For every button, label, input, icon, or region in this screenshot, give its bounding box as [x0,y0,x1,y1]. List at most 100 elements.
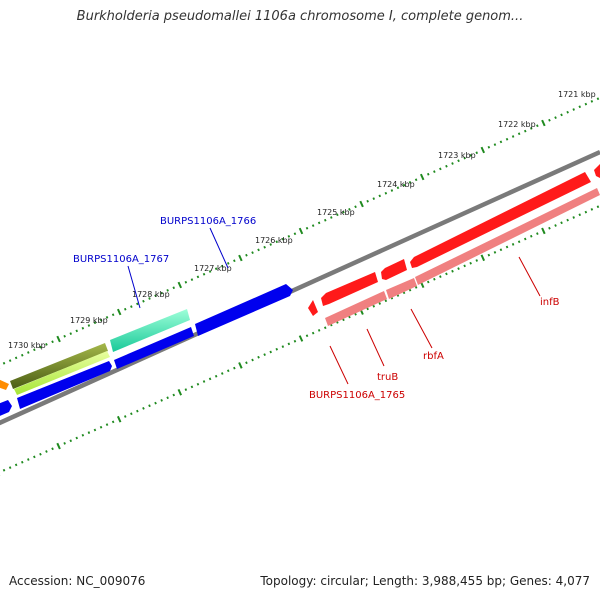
gene-blue-arrow-c[interactable] [17,361,112,409]
minor-tick [311,224,315,227]
minor-tick [202,272,206,276]
gene-orange-arrow[interactable] [0,379,9,390]
minor-tick [220,264,224,268]
gene-red-arrow-edge[interactable] [594,164,600,178]
callout-line-1766 [209,227,229,269]
minor-tick [166,396,169,400]
minor-tick [469,261,472,265]
minor-tick [378,194,382,198]
cds-rbfA-arrow[interactable] [386,278,417,299]
minor-tick [529,127,533,130]
minor-tick [317,329,321,332]
gene-label-infB[interactable]: infB [540,297,560,308]
minor-tick [384,191,388,195]
minor-tick [439,167,442,171]
minor-tick [220,372,224,375]
minor-tick [311,331,315,335]
minor-tick [190,385,194,389]
gene-blue-arrow-b[interactable] [114,327,194,369]
minor-tick [560,221,563,225]
major-tick [298,335,304,342]
gene-BURPS1106A-1767-arrow[interactable] [110,309,190,352]
minor-tick [263,245,266,249]
minor-tick [281,345,285,348]
major-tick [541,227,546,235]
minor-tick [69,439,73,443]
minor-tick [257,248,260,252]
minor-tick [511,242,515,246]
gene-label-BURPS1106A-1767[interactable]: BURPS1106A_1767 [73,254,169,265]
minor-tick [275,347,279,351]
minor-tick [336,213,339,217]
gene-olive-arrow[interactable] [10,343,108,389]
minor-tick [523,237,527,241]
minor-tick [33,348,36,352]
callout-line-1765 [329,345,349,385]
minor-tick [63,442,66,445]
minor-tick [378,302,382,305]
minor-tick [111,420,115,424]
minor-tick [384,299,388,303]
minor-tick [8,466,12,469]
minor-tick [148,297,151,300]
gene-BURPS1106A-1765-arrow[interactable] [308,300,318,316]
minor-tick [130,305,133,308]
minor-tick [99,318,103,322]
gene-BURPS1106A-1766-arrow[interactable] [195,284,293,336]
minor-tick [287,235,291,238]
major-tick [238,362,243,369]
cds-infB-arrow[interactable] [415,188,600,285]
minor-tick [81,326,85,330]
minor-tick [590,208,594,211]
map-title: Burkholderia pseudomallei 1106a chromoso… [76,9,524,24]
kbp-label-1730: 1730 kbp [8,341,46,350]
minor-tick [475,259,479,262]
cds-truB-arrow[interactable] [325,291,387,326]
forward-strand-track [0,284,293,418]
minor-tick [257,355,260,359]
minor-tick [323,218,327,222]
minor-tick [160,399,163,402]
gene-label-truB[interactable]: truB [377,372,398,383]
minor-tick [160,291,163,295]
gene-rbfA-arrow[interactable] [381,259,407,280]
minor-tick [14,356,18,360]
callout-lines [127,227,541,385]
minor-tick [560,113,563,117]
minor-tick [408,181,412,184]
minor-tick [457,159,460,163]
minor-tick [154,294,157,298]
minor-tick [505,137,509,141]
gene-label-BURPS1106A-1766[interactable]: BURPS1106A_1766 [160,216,256,227]
minor-tick [487,145,491,149]
minor-tick [2,468,6,472]
minor-tick [93,321,97,325]
major-tick [56,335,61,343]
minor-tick [245,253,248,257]
gene-lime-arrow[interactable] [14,351,110,395]
minor-tick [354,205,357,209]
gene-blue-arrow-d[interactable] [0,400,12,418]
gene-truB-arrow[interactable] [321,272,378,306]
minor-tick [499,248,503,252]
gene-label-rbfA[interactable]: rbfA [423,351,444,362]
minor-tick [105,423,109,426]
major-tick [298,227,304,235]
gene-infB-arrow[interactable] [410,172,591,268]
kbp-label-1727: 1727 kbp [194,264,232,273]
gene-label-BURPS1106A-1765[interactable]: BURPS1106A_1765 [309,390,405,401]
minor-tick [245,361,248,365]
minor-tick [396,186,400,190]
minor-tick [348,208,351,211]
accession-info: Accession: NC_009076 [9,574,146,588]
minor-tick [214,267,218,271]
minor-tick [172,286,176,290]
minor-tick [154,401,157,405]
minor-tick [445,272,448,276]
minor-tick [99,425,103,429]
minor-tick [433,170,436,173]
minor-tick [426,280,430,284]
minor-tick [45,450,48,453]
minor-tick [293,232,297,236]
